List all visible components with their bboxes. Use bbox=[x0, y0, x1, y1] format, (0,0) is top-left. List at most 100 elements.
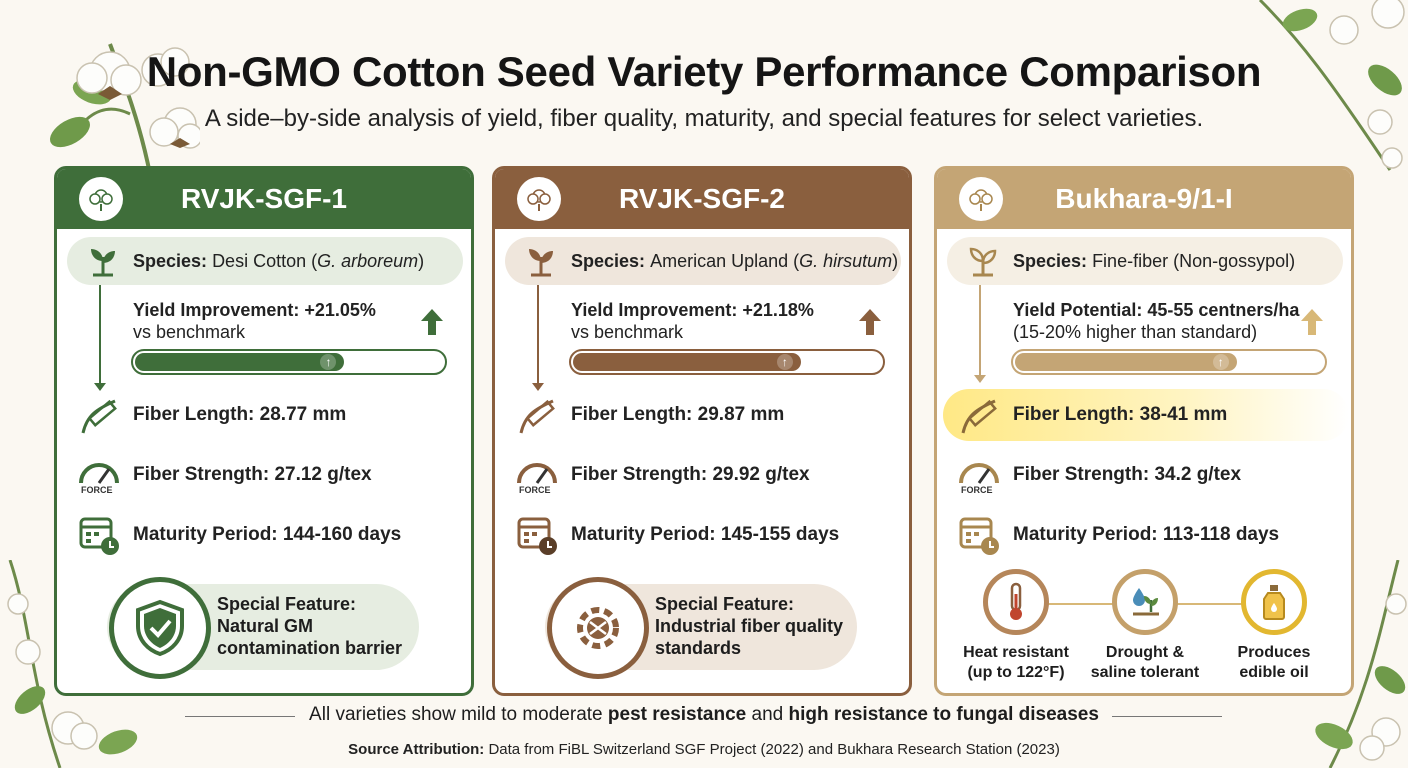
up-arrow-icon bbox=[1301, 309, 1323, 340]
source-label: Source Attribution: bbox=[348, 741, 485, 758]
calendar-clock-icon bbox=[957, 513, 1001, 562]
species-close: ) bbox=[892, 250, 899, 271]
yield-bar: ↑ bbox=[1011, 349, 1327, 375]
feature-label-line-2: (up to 122°F) bbox=[967, 664, 1065, 681]
bar-arrow-icon: ↑ bbox=[320, 354, 337, 370]
footer-divider-right bbox=[1112, 716, 1222, 717]
variety-card-bukhara: Bukhara-9/1-I Species: Fine-fiber (Non-g… bbox=[934, 166, 1354, 696]
yield-block: Yield Potential: 45-55 centners/ha (15-2… bbox=[1013, 299, 1299, 343]
yield-label: Yield Improvement: +21.05% bbox=[133, 300, 376, 320]
shield-check-icon bbox=[109, 577, 211, 679]
source-text: Data from FiBL Switzerland SGF Project (… bbox=[484, 741, 1060, 758]
species-pill: Species: American Upland (G. hirsutum) bbox=[505, 237, 901, 285]
variety-card-rvjk-sgf-2: RVJK-SGF-2 Species: American Upland (G. … bbox=[492, 166, 912, 696]
ruler-icon bbox=[957, 395, 1001, 444]
gauge-icon bbox=[77, 457, 121, 492]
source-attribution: Source Attribution: Data from FiBL Switz… bbox=[0, 741, 1408, 758]
variety-name: RVJK-SGF-2 bbox=[619, 183, 785, 214]
feature-edible-oil: Produces edible oil bbox=[1209, 569, 1339, 683]
bar-arrow-icon: ↑ bbox=[776, 354, 793, 370]
feature-label-line-1: Drought & bbox=[1105, 644, 1185, 661]
species-label: Species: bbox=[1013, 250, 1088, 271]
force-label: FORCE bbox=[519, 485, 551, 495]
cotton-branch-bottom-right-decoration bbox=[1250, 560, 1408, 768]
feature-heat-resistant: Heat resistant (up to 122°F) bbox=[951, 569, 1081, 683]
fiber-strength: Fiber Strength: 34.2 g/tex bbox=[1013, 464, 1242, 485]
oil-bottle-icon bbox=[1241, 569, 1307, 635]
yield-bar: ↑ bbox=[569, 349, 885, 375]
feature-line-1: Natural GM bbox=[217, 616, 314, 636]
species-pill: Species: Desi Cotton (G. arboreum) bbox=[67, 237, 463, 285]
species-pill: Species: Fine-fiber (Non-gossypol) bbox=[947, 237, 1343, 285]
yield-bar-fill: ↑ bbox=[1015, 353, 1237, 371]
feature-line-2: contamination barrier bbox=[217, 638, 403, 658]
calendar-clock-icon bbox=[77, 513, 121, 562]
ruler-icon bbox=[77, 395, 121, 444]
species-text: Fine-fiber (Non-gossypol) bbox=[1092, 250, 1296, 271]
page-subtitle: A side–by-side analysis of yield, fiber … bbox=[204, 105, 1204, 132]
ruler-icon bbox=[515, 395, 559, 444]
yield-label: Yield Improvement: +21.18% bbox=[571, 300, 814, 320]
connector-arrow bbox=[94, 285, 106, 391]
fiber-strength: Fiber Strength: 29.92 g/tex bbox=[571, 464, 810, 485]
feature-title: Special Feature: bbox=[217, 594, 357, 614]
special-feature-text: Special Feature: Natural GM contaminatio… bbox=[217, 593, 427, 659]
feature-line-1: Industrial fiber quality bbox=[655, 616, 844, 636]
bar-arrow-icon: ↑ bbox=[1212, 354, 1229, 370]
feature-label-line-1: Heat resistant bbox=[963, 644, 1069, 661]
up-arrow-icon bbox=[421, 309, 443, 340]
feature-label-line-2: edible oil bbox=[1239, 664, 1309, 681]
feature-line-2: standards bbox=[655, 638, 742, 658]
seedling-icon bbox=[85, 243, 121, 284]
footer-highlight-fungal: high resistance to fungal diseases bbox=[788, 704, 1099, 725]
feature-label-line-2: saline tolerant bbox=[1090, 664, 1200, 681]
species-close: ) bbox=[418, 250, 425, 271]
cotton-branch-top-left-decoration bbox=[30, 14, 200, 174]
yield-bar-fill: ↑ bbox=[573, 353, 801, 371]
page-title: Non-GMO Cotton Seed Variety Performance … bbox=[146, 48, 1262, 95]
fiber-length: Fiber Length: 28.77 mm bbox=[133, 404, 347, 425]
feature-drought-tolerant: Drought & saline tolerant bbox=[1080, 569, 1210, 683]
connector-arrow bbox=[974, 285, 986, 383]
card-header: Bukhara-9/1-I bbox=[937, 169, 1351, 229]
fiber-length-highlight bbox=[943, 389, 1349, 441]
thermometer-icon bbox=[983, 569, 1049, 635]
connector-arrow bbox=[532, 285, 544, 391]
maturity-period: Maturity Period: 144-160 days bbox=[133, 524, 402, 545]
species-scientific-name: G. arboreum bbox=[317, 250, 419, 271]
cotton-branch-bottom-left-decoration bbox=[0, 560, 160, 768]
feature-title: Special Feature: bbox=[655, 594, 795, 614]
footer-highlight-pest: pest resistance bbox=[607, 704, 747, 725]
yield-sub: vs benchmark bbox=[571, 322, 684, 342]
force-label: FORCE bbox=[81, 485, 113, 495]
species-label: Species: bbox=[571, 250, 646, 271]
seedling-icon bbox=[965, 243, 1001, 284]
footer-divider-left bbox=[185, 716, 295, 717]
calendar-clock-icon bbox=[515, 513, 559, 562]
gauge-icon bbox=[957, 457, 1001, 492]
plant-water-icon bbox=[1112, 569, 1178, 635]
maturity-period: Maturity Period: 113-118 days bbox=[1013, 524, 1280, 545]
footer-text: All varieties show mild to moderate bbox=[309, 704, 608, 725]
feature-trio: Heat resistant (up to 122°F) Drought & sal… bbox=[945, 569, 1345, 689]
force-label: FORCE bbox=[961, 485, 993, 495]
cotton-boll-icon bbox=[517, 177, 561, 221]
fiber-length: Fiber Length: 29.87 mm bbox=[571, 404, 785, 425]
cotton-branch-top-right-decoration bbox=[1240, 0, 1408, 180]
yield-bar: ↑ bbox=[131, 349, 447, 375]
card-header: RVJK-SGF-1 bbox=[57, 169, 471, 229]
yield-label: Yield Potential: 45-55 centners/ha bbox=[1013, 300, 1300, 320]
species-text: American Upland ( bbox=[650, 250, 800, 271]
variety-name: Bukhara-9/1-I bbox=[1055, 183, 1233, 214]
up-arrow-icon bbox=[859, 309, 881, 340]
footer-note: All varieties show mild to moderate pest… bbox=[0, 704, 1408, 726]
yield-block: Yield Improvement: +21.05% vs benchmark bbox=[133, 299, 376, 343]
cotton-boll-icon bbox=[959, 177, 1003, 221]
yield-bar-fill: ↑ bbox=[135, 353, 345, 371]
gear-fiber-icon bbox=[547, 577, 649, 679]
variety-name: RVJK-SGF-1 bbox=[181, 183, 347, 214]
variety-card-rvjk-sgf-1: RVJK-SGF-1 Species: Desi Cotton (G. arbo… bbox=[54, 166, 474, 696]
species-label: Species: bbox=[133, 250, 208, 271]
yield-block: Yield Improvement: +21.18% vs benchmark bbox=[571, 299, 814, 343]
feature-label-line-1: Produces bbox=[1237, 644, 1311, 661]
